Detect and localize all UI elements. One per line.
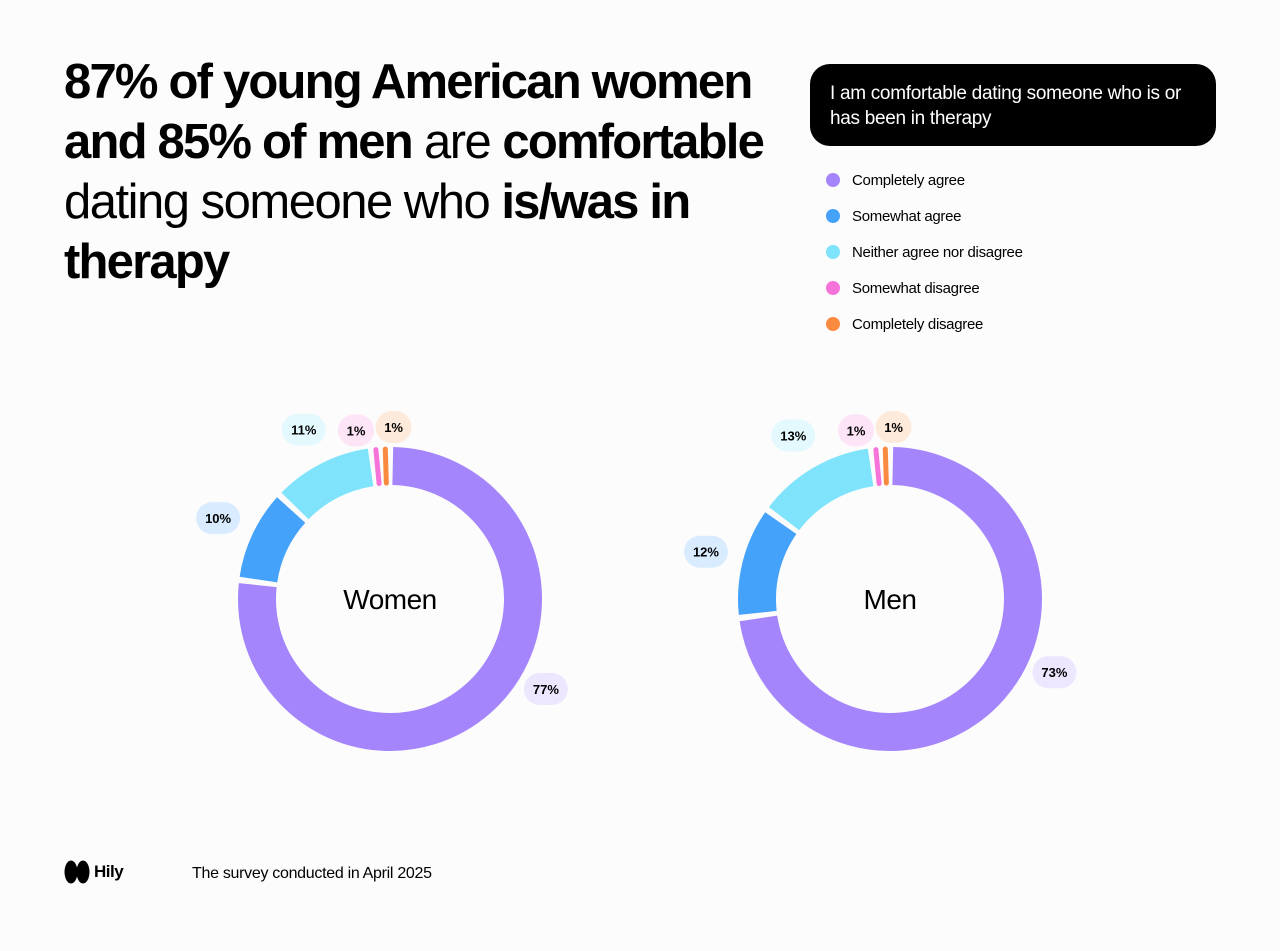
legend-dot [826,209,840,223]
question-box: I am comfortable dating someone who is o… [810,64,1216,146]
headline-text-2: are [411,115,503,169]
donut-segment-5 [382,446,389,486]
legend-label: Neither agree nor disagree [852,243,1023,261]
headline-bold-1: 87% of young American women and 85% of m… [64,55,753,169]
data-label-2: 12% [683,535,728,568]
brand-name: Hily [94,862,124,881]
data-label-1: 77% [523,673,568,705]
legend-item-somewhat-disagree: Somewhat disagree [826,270,1023,306]
data-label-pill [196,502,241,535]
data-label-pill [338,414,375,447]
donut-segment-1 [238,447,542,751]
legend-dot [826,281,840,295]
data-label-text: 11% [291,423,317,438]
headline: 87% of young American women and 85% of m… [64,52,765,292]
footer: Hily [64,860,124,884]
legend-label: Completely disagree [852,315,984,333]
legend: Completely agree Somewhat agree Neither … [826,168,1023,348]
donut-center-title: Men [864,584,917,615]
data-label-text: 13% [780,428,806,443]
data-label-pill [375,411,412,444]
donut-center-title: Women [343,584,436,615]
data-label-text: 1% [384,420,403,435]
data-label-4: 1% [338,414,375,447]
donut-segment-2 [239,497,306,583]
brand-logo: Hily [64,860,124,884]
headline-bold-3: comfortable [502,115,764,169]
legend-label: Completely agree [852,171,965,189]
data-label-text: 1% [884,420,903,435]
footnote: The survey conducted in April 2025 [192,865,432,882]
data-label-4: 1% [838,414,875,447]
data-label-pill [838,414,875,447]
data-label-2: 10% [196,502,241,535]
legend-item-somewhat-agree: Somewhat agree [826,198,1023,234]
donut-segment-4 [373,447,382,487]
donut-segment-3 [768,448,874,531]
donut-segment-4 [873,447,882,487]
data-label-3: 11% [281,413,326,446]
legend-item-completely-disagree: Completely disagree [826,306,1023,342]
donut-segment-5 [882,446,889,486]
data-label-text: 73% [1041,665,1067,680]
headline-text-4: dating someone who [64,175,502,229]
donut-segment-2 [738,512,797,615]
data-label-5: 1% [375,411,412,444]
data-label-pill [683,535,728,568]
data-label-3: 13% [771,419,816,452]
data-label-text: 10% [205,511,231,526]
legend-label: Somewhat agree [852,207,962,225]
legend-item-neither: Neither agree nor disagree [826,234,1023,270]
data-label-5: 1% [875,411,912,444]
legend-label: Somewhat disagree [852,279,980,297]
legend-dot [826,173,840,187]
data-label-pill [281,413,326,446]
legend-item-completely-agree: Completely agree [826,162,1023,198]
data-label-1: 73% [1032,656,1077,689]
data-label-pill [523,673,568,705]
legend-dot [826,245,840,259]
headline-bold-5: is/was in therapy [64,175,691,289]
data-label-pill [1032,656,1077,689]
data-label-text: 1% [847,423,866,438]
donut-segment-1 [739,447,1042,751]
legend-dot [826,317,840,331]
data-label-pill [875,411,912,444]
hily-logo-icon [64,860,90,884]
data-label-text: 12% [693,545,719,560]
data-label-text: 1% [347,423,366,438]
data-label-text: 77% [533,682,559,697]
data-label-pill [771,419,816,452]
donut-segment-3 [281,448,374,520]
